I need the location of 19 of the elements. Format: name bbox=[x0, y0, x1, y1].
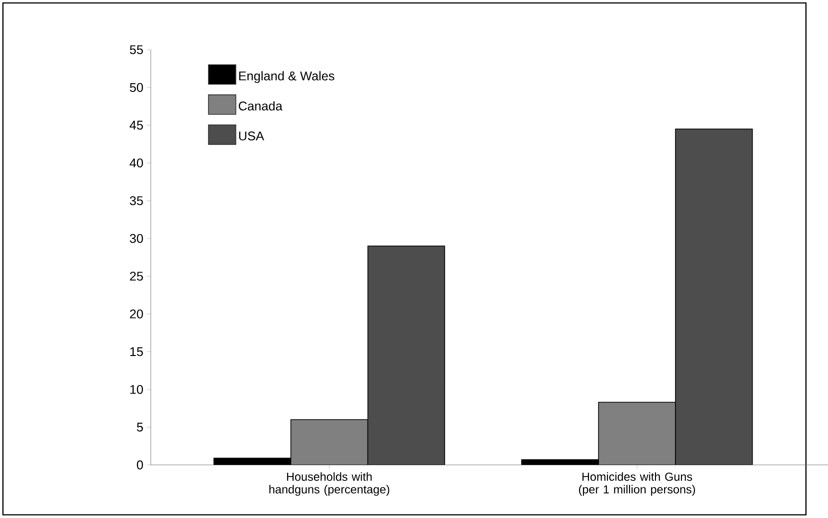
bar bbox=[367, 246, 446, 466]
y-tick-label: 50 bbox=[130, 83, 143, 92]
y-tick-label: 55 bbox=[130, 45, 143, 54]
y-tick-label: 0 bbox=[136, 460, 143, 470]
y-tick-label: 20 bbox=[130, 310, 143, 319]
y-tick-label: 5 bbox=[136, 422, 143, 432]
legend-label: Canada bbox=[238, 101, 282, 111]
bar bbox=[675, 128, 753, 466]
x-tick-label: Homicides with Guns (per 1 million persons) bbox=[578, 472, 695, 496]
y-tick-label: 25 bbox=[130, 272, 143, 281]
legend-label: USA bbox=[239, 132, 264, 141]
y-tick-label: 15 bbox=[130, 347, 143, 356]
y-tick-label: 30 bbox=[130, 234, 143, 244]
legend-label: England & Wales bbox=[239, 71, 334, 84]
y-tick-label: 35 bbox=[130, 196, 143, 206]
y-tick-label: 45 bbox=[130, 120, 143, 130]
y-tick-label: 10 bbox=[130, 385, 143, 394]
x-tick-label: Households with handguns (percentage) bbox=[269, 472, 390, 496]
y-tick-label: 40 bbox=[130, 158, 143, 168]
